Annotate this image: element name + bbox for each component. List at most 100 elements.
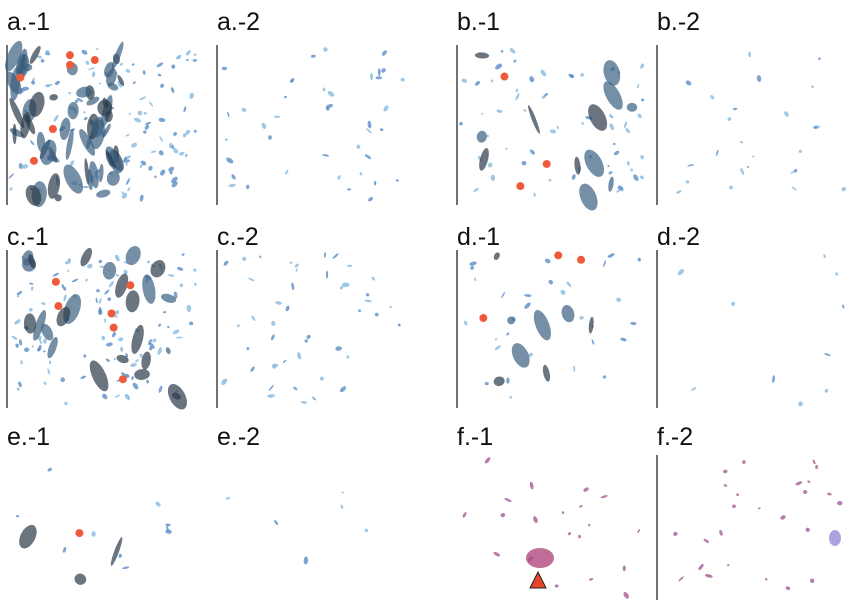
- cell: [676, 189, 682, 194]
- panel: c.-2: [217, 223, 401, 408]
- cell: [268, 135, 272, 140]
- cell: [341, 491, 344, 494]
- cell: [16, 515, 20, 518]
- cell: [285, 169, 289, 175]
- cell: [52, 272, 59, 277]
- cell: [150, 150, 156, 153]
- panel-label: c.-1: [7, 223, 49, 251]
- cell: [494, 62, 503, 70]
- panel-label: d.-1: [457, 223, 500, 251]
- cell: [101, 393, 108, 401]
- cell: [168, 274, 175, 277]
- panel: b.-1: [457, 8, 645, 213]
- cell: [157, 347, 163, 356]
- cell: [521, 160, 527, 166]
- cell: [104, 289, 110, 295]
- cell: [639, 175, 644, 180]
- cell: [194, 283, 197, 286]
- stained-cell: [542, 364, 552, 382]
- cell: [9, 187, 13, 191]
- cell: [327, 90, 336, 98]
- cell: [523, 109, 527, 113]
- cell: [144, 124, 150, 131]
- cell: [130, 142, 138, 149]
- cell: [107, 297, 112, 302]
- cell: [68, 92, 71, 95]
- cell: [147, 260, 150, 263]
- cell: [159, 136, 164, 143]
- cell: [758, 507, 761, 509]
- cell: [389, 305, 392, 308]
- cell: [131, 63, 135, 66]
- cell: [122, 566, 130, 570]
- cell: [397, 323, 401, 327]
- cell: [798, 149, 802, 153]
- cell: [485, 382, 489, 385]
- cell: [125, 134, 130, 137]
- stained-cell: [601, 58, 623, 87]
- cell: [223, 260, 230, 267]
- cell: [709, 94, 715, 100]
- cell: [220, 377, 228, 386]
- cell: [40, 59, 44, 63]
- cell: [114, 254, 121, 262]
- cell: [137, 110, 142, 115]
- cell: [20, 360, 24, 365]
- stained-cell: [506, 315, 516, 325]
- cell: [267, 394, 275, 398]
- cell: [11, 335, 17, 340]
- cell: [544, 258, 551, 265]
- red-cell: [577, 256, 585, 264]
- cell: [194, 130, 197, 133]
- red-cell: [75, 529, 83, 537]
- cell: [533, 193, 535, 197]
- cell: [186, 305, 191, 313]
- cell: [608, 171, 613, 175]
- panel-label: d.-2: [657, 223, 700, 251]
- cell: [179, 151, 186, 156]
- cell: [181, 253, 185, 256]
- cell: [591, 339, 595, 345]
- cell: [306, 334, 312, 340]
- cell: [16, 387, 20, 391]
- stained-cell: [607, 176, 614, 192]
- cell: [474, 277, 477, 281]
- cell: [118, 337, 124, 342]
- cell: [697, 563, 704, 571]
- red-cell: [108, 309, 116, 317]
- stained-cell: [95, 188, 111, 199]
- cell: [783, 110, 790, 117]
- cell: [340, 504, 344, 509]
- cell: [588, 524, 590, 527]
- cell: [189, 321, 194, 326]
- cell: [142, 130, 147, 135]
- cell: [548, 179, 552, 182]
- cell: [98, 259, 103, 264]
- cell: [772, 375, 776, 383]
- cell: [246, 347, 250, 351]
- cell: [571, 174, 576, 181]
- cell: [179, 283, 183, 287]
- cell: [128, 112, 131, 115]
- cell: [638, 258, 641, 262]
- red-cell: [54, 302, 62, 310]
- red-cell: [110, 324, 118, 332]
- cell: [474, 80, 481, 86]
- cell: [64, 401, 68, 405]
- cell: [158, 323, 162, 327]
- cell: [16, 290, 23, 296]
- cell: [15, 343, 20, 348]
- cell: [636, 84, 639, 89]
- cell: [301, 401, 308, 404]
- stained-cell: [526, 104, 541, 134]
- cell: [609, 123, 615, 131]
- cell: [473, 187, 480, 193]
- red-cell: [49, 125, 57, 133]
- cell: [365, 293, 370, 297]
- stained-cell: [475, 52, 490, 59]
- cell: [83, 354, 86, 357]
- cell: [733, 107, 738, 110]
- cell: [118, 553, 122, 558]
- cell: [335, 346, 342, 351]
- cell: [579, 504, 583, 508]
